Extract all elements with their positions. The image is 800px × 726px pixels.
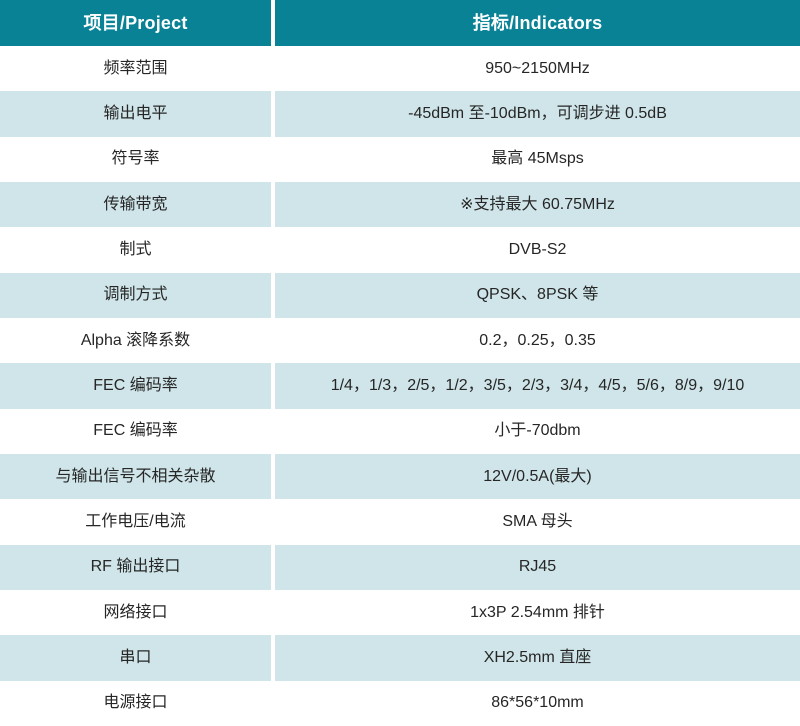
table-row: FEC 编码率 小于-70dbm	[0, 408, 800, 454]
project-cell: 串口	[0, 635, 271, 681]
project-cell: 调制方式	[0, 272, 271, 318]
project-cell: 电源接口	[0, 680, 271, 726]
indicator-cell: 86*56*10mm	[275, 680, 800, 726]
table-row: FEC 编码率 1/4，1/3，2/5，1/2，3/5，2/3，3/4，4/5，…	[0, 363, 800, 409]
indicator-cell: 最高 45Msps	[275, 136, 800, 182]
project-cell: 与输出信号不相关杂散	[0, 453, 271, 500]
project-cell: 工作电压/电流	[0, 499, 271, 545]
indicator-cell: 小于-70dbm	[275, 408, 800, 454]
indicator-cell: ※支持最大 60.75MHz	[275, 181, 800, 228]
indicator-cell: SMA 母头	[275, 499, 800, 545]
project-cell: RF 输出接口	[0, 544, 271, 590]
indicator-cell: -45dBm 至-10dBm，可调步进 0.5dB	[275, 91, 800, 137]
project-cell: 频率范围	[0, 46, 271, 92]
project-cell: FEC 编码率	[0, 408, 271, 454]
table-row: 输出电平 -45dBm 至-10dBm，可调步进 0.5dB	[0, 91, 800, 137]
project-cell: 网络接口	[0, 589, 271, 636]
table-header-row: 项目/Project 指标/Indicators	[0, 0, 800, 46]
table-row: 工作电压/电流 SMA 母头	[0, 499, 800, 545]
table-row: 电源接口 86*56*10mm	[0, 680, 800, 726]
indicator-cell: 950~2150MHz	[275, 46, 800, 92]
table-row: 调制方式 QPSK、8PSK 等	[0, 272, 800, 318]
indicator-cell: 1x3P 2.54mm 排针	[275, 589, 800, 636]
project-cell: Alpha 滚降系数	[0, 317, 271, 364]
table-header-indicators: 指标/Indicators	[275, 0, 800, 46]
table-row: 符号率 最高 45Msps	[0, 136, 800, 182]
table-row: Alpha 滚降系数 0.2，0.25，0.35	[0, 317, 800, 364]
table-row: 制式 DVB-S2	[0, 227, 800, 273]
table-header-project: 项目/Project	[0, 0, 271, 46]
table-row: 传输带宽 ※支持最大 60.75MHz	[0, 181, 800, 228]
project-cell: 传输带宽	[0, 181, 271, 228]
table-row: 串口 XH2.5mm 直座	[0, 635, 800, 681]
table-row: 网络接口 1x3P 2.54mm 排针	[0, 589, 800, 636]
indicator-cell: 12V/0.5A(最大)	[275, 453, 800, 500]
project-cell: 符号率	[0, 136, 271, 182]
table-row: 与输出信号不相关杂散 12V/0.5A(最大)	[0, 453, 800, 500]
indicator-cell: RJ45	[275, 544, 800, 590]
indicator-cell: QPSK、8PSK 等	[275, 272, 800, 318]
indicator-cell: DVB-S2	[275, 227, 800, 273]
table-row: RF 输出接口 RJ45	[0, 544, 800, 590]
indicator-cell: 1/4，1/3，2/5，1/2，3/5，2/3，3/4，4/5，5/6，8/9，…	[275, 363, 800, 409]
table-row: 频率范围 950~2150MHz	[0, 46, 800, 92]
indicator-cell: XH2.5mm 直座	[275, 635, 800, 681]
project-cell: FEC 编码率	[0, 363, 271, 409]
project-cell: 制式	[0, 227, 271, 273]
project-cell: 输出电平	[0, 91, 271, 137]
indicator-cell: 0.2，0.25，0.35	[275, 317, 800, 364]
